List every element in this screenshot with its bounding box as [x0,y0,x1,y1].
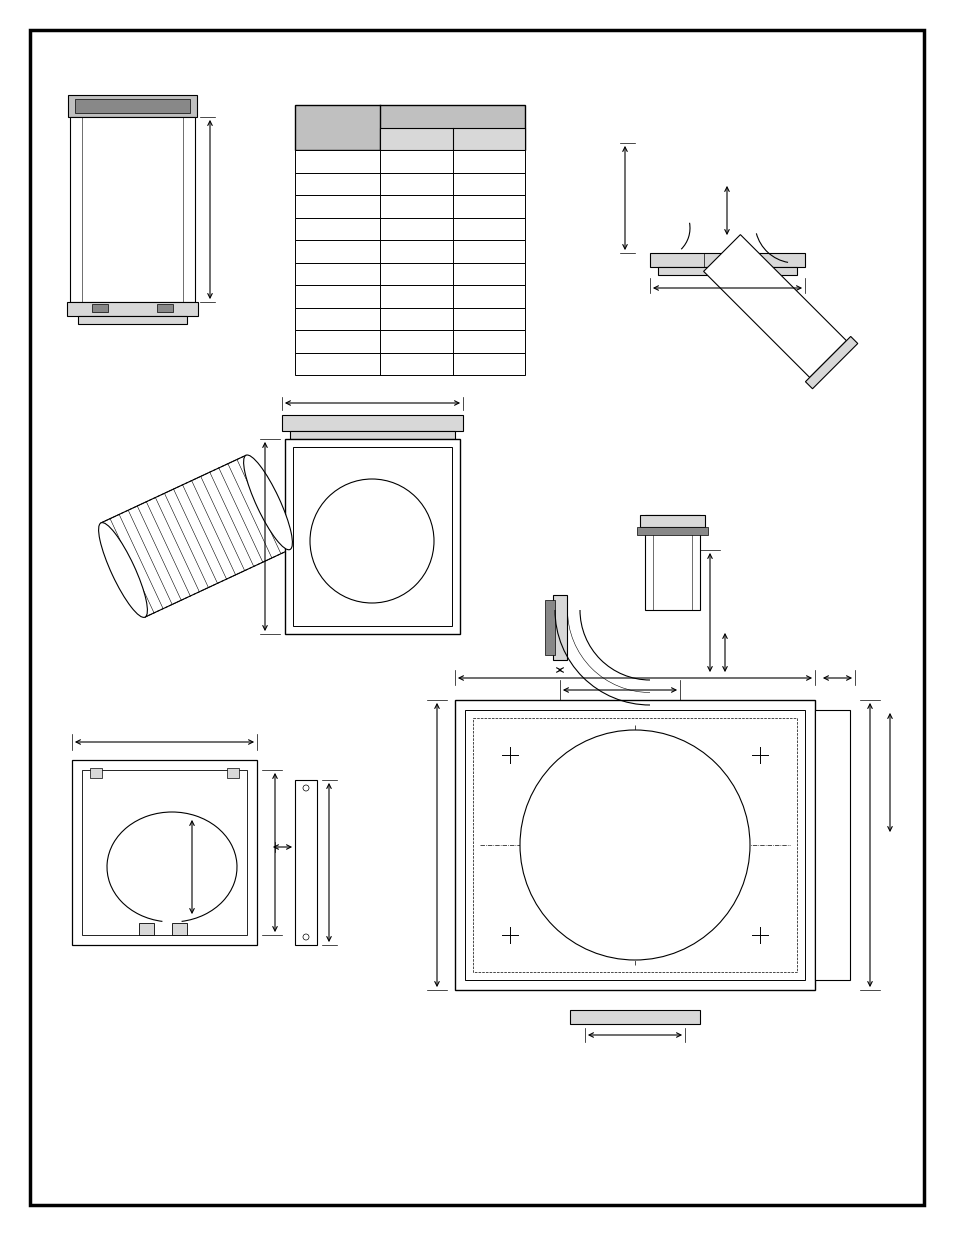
Bar [637,527,707,535]
Bar [139,923,153,935]
Bar [569,1010,700,1024]
Bar [227,768,239,778]
Polygon shape [703,235,845,378]
Bar [379,127,524,149]
Bar [294,308,524,330]
Bar [82,769,247,935]
Bar [639,515,704,527]
Bar [282,415,462,431]
Bar [658,267,796,275]
Circle shape [303,934,309,940]
Bar [70,117,194,303]
Bar [78,316,187,324]
Bar [290,431,455,438]
Circle shape [303,785,309,790]
Bar [644,515,700,610]
Bar [555,600,564,655]
Bar [68,95,196,117]
Bar [294,195,524,217]
Bar [473,718,796,972]
Bar [649,253,804,267]
Polygon shape [804,336,857,389]
Polygon shape [101,456,290,618]
Bar [455,700,814,990]
Bar [464,710,804,981]
Bar [294,330,524,352]
Bar [814,710,849,981]
Bar [67,303,198,316]
Bar [90,768,102,778]
Circle shape [519,730,749,960]
Bar [285,438,459,634]
Circle shape [310,479,434,603]
Bar [294,781,316,945]
Bar [75,99,190,112]
Bar [157,304,172,312]
Bar [553,595,566,659]
Ellipse shape [98,522,148,618]
Bar [71,760,256,945]
Bar [91,304,108,312]
Bar [294,149,524,173]
Bar [294,105,524,149]
Bar [294,263,524,285]
Bar [294,352,524,375]
Bar [294,240,524,263]
Bar [294,173,524,195]
Bar [294,217,524,240]
Bar [294,285,524,308]
Bar [172,923,187,935]
Bar [544,600,555,655]
Bar [293,447,452,626]
Ellipse shape [243,454,293,550]
